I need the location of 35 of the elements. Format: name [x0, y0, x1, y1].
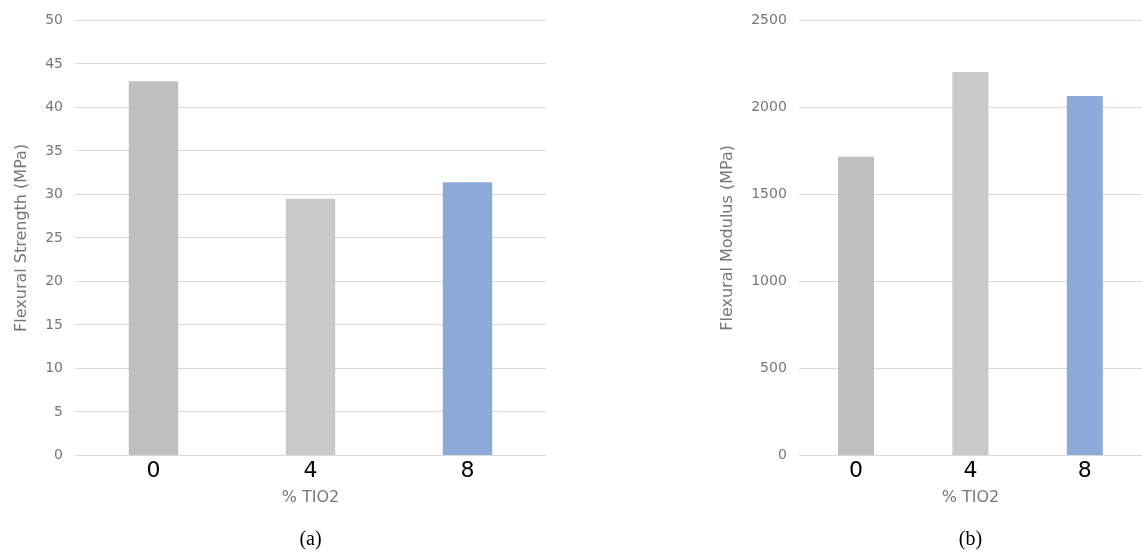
bar — [128, 81, 179, 455]
y-tick-label: 50 — [45, 11, 64, 28]
y-tick-label: 25 — [45, 228, 64, 245]
y-tick-label: 1000 — [751, 272, 787, 289]
y-tick-label: 30 — [45, 185, 64, 202]
bar — [285, 198, 336, 455]
bar — [1066, 95, 1103, 455]
y-tick-label: 1500 — [751, 185, 787, 202]
y-tick-label: 35 — [45, 141, 64, 158]
y-tick-label: 2500 — [751, 11, 787, 28]
y-tick-label: 20 — [45, 272, 64, 289]
y-axis-title: Flexural Strength (MPa) — [10, 143, 30, 332]
y-tick-label: 15 — [45, 315, 64, 332]
y-tick-label: 2000 — [751, 98, 787, 115]
bar — [838, 156, 875, 455]
text: (b) — [958, 527, 983, 550]
x-tick-label: 0 — [849, 457, 864, 483]
bar — [952, 71, 989, 455]
y-tick-label: 500 — [760, 359, 787, 376]
x-tick-label: 0 — [146, 457, 161, 483]
x-tick-label: 4 — [963, 457, 978, 483]
x-tick-label: 4 — [303, 457, 318, 483]
y-tick-label: 5 — [54, 402, 64, 419]
y-tick-label: 45 — [45, 54, 64, 71]
x-tick-label: 8 — [1077, 457, 1092, 483]
text: (a) — [299, 527, 322, 550]
x-tick-label: 8 — [460, 457, 475, 483]
y-tick-label: 0 — [54, 446, 64, 463]
y-tick-label: 40 — [45, 98, 64, 115]
x-axis-title: % TIO2 — [941, 486, 1000, 506]
bar — [442, 182, 493, 455]
y-tick-label: 10 — [45, 359, 64, 376]
y-axis-title: Flexural Modulus (MPa) — [716, 145, 736, 331]
y-tick-label: 0 — [777, 446, 787, 463]
x-axis-title: % TIO2 — [281, 486, 340, 506]
